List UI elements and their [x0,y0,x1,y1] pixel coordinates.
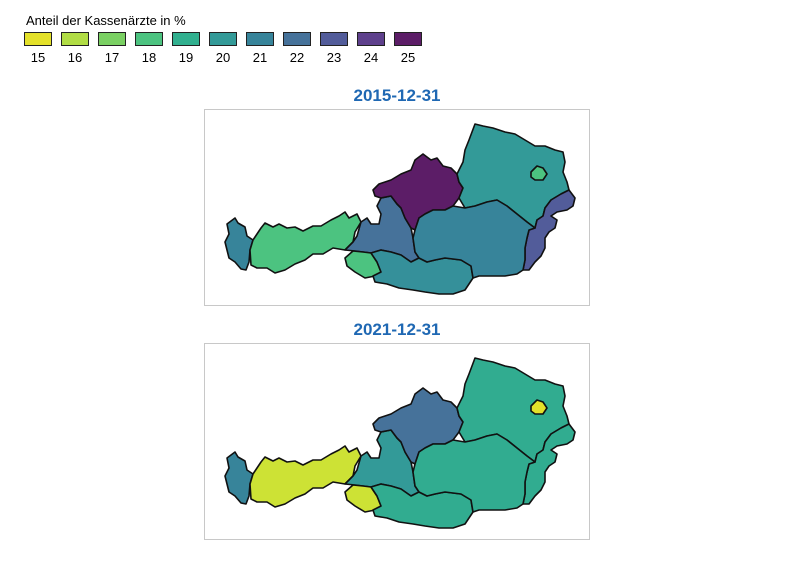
region-steiermark[interactable] [412,199,536,279]
legend-swatch [283,32,311,46]
legend-label: 18 [141,50,157,65]
legend-item: 17 [98,32,126,65]
legend: Anteil der Kassenärzte in % 15 16 17 18 … [24,12,422,65]
austria-map-2021 [224,357,576,529]
legend-label: 17 [104,50,120,65]
legend-label: 25 [400,50,416,65]
legend-swatch [320,32,348,46]
region-tirol[interactable] [249,445,362,508]
legend-item: 23 [320,32,348,65]
region-tirol[interactable] [249,211,362,274]
legend-swatch [98,32,126,46]
legend-scale: 15 16 17 18 19 20 21 22 23 24 25 [24,32,422,65]
legend-title: Anteil der Kassenärzte in % [26,13,186,28]
legend-swatch [24,32,52,46]
legend-item: 25 [394,32,422,65]
legend-swatch [246,32,274,46]
map-title-2015: 2015-12-31 [353,86,441,105]
legend-label: 20 [215,50,231,65]
legend-item: 16 [61,32,89,65]
legend-item: 20 [209,32,237,65]
legend-swatch [209,32,237,46]
region-vorarlberg[interactable] [224,451,254,505]
legend-label: 16 [67,50,83,65]
legend-label: 21 [252,50,268,65]
legend-swatch [135,32,163,46]
legend-label: 24 [363,50,379,65]
legend-item: 24 [357,32,385,65]
legend-item: 22 [283,32,311,65]
region-kaernten[interactable] [370,249,474,295]
legend-label: 15 [30,50,46,65]
region-kaernten[interactable] [370,483,474,529]
map-panel-2015 [204,109,590,306]
legend-item: 19 [172,32,200,65]
legend-swatch [172,32,200,46]
legend-label: 22 [289,50,305,65]
legend-item: 18 [135,32,163,65]
legend-label: 23 [326,50,342,65]
austria-map-2015 [224,123,576,295]
legend-item: 15 [24,32,52,65]
region-vorarlberg[interactable] [224,217,254,271]
legend-swatch [61,32,89,46]
legend-swatch [357,32,385,46]
legend-label: 19 [178,50,194,65]
legend-item: 21 [246,32,274,65]
map-title-2021: 2021-12-31 [353,320,441,339]
map-panel-2021 [204,343,590,540]
region-steiermark[interactable] [412,433,536,513]
region-wien[interactable] [530,165,548,181]
region-wien[interactable] [530,399,548,415]
legend-swatch [394,32,422,46]
